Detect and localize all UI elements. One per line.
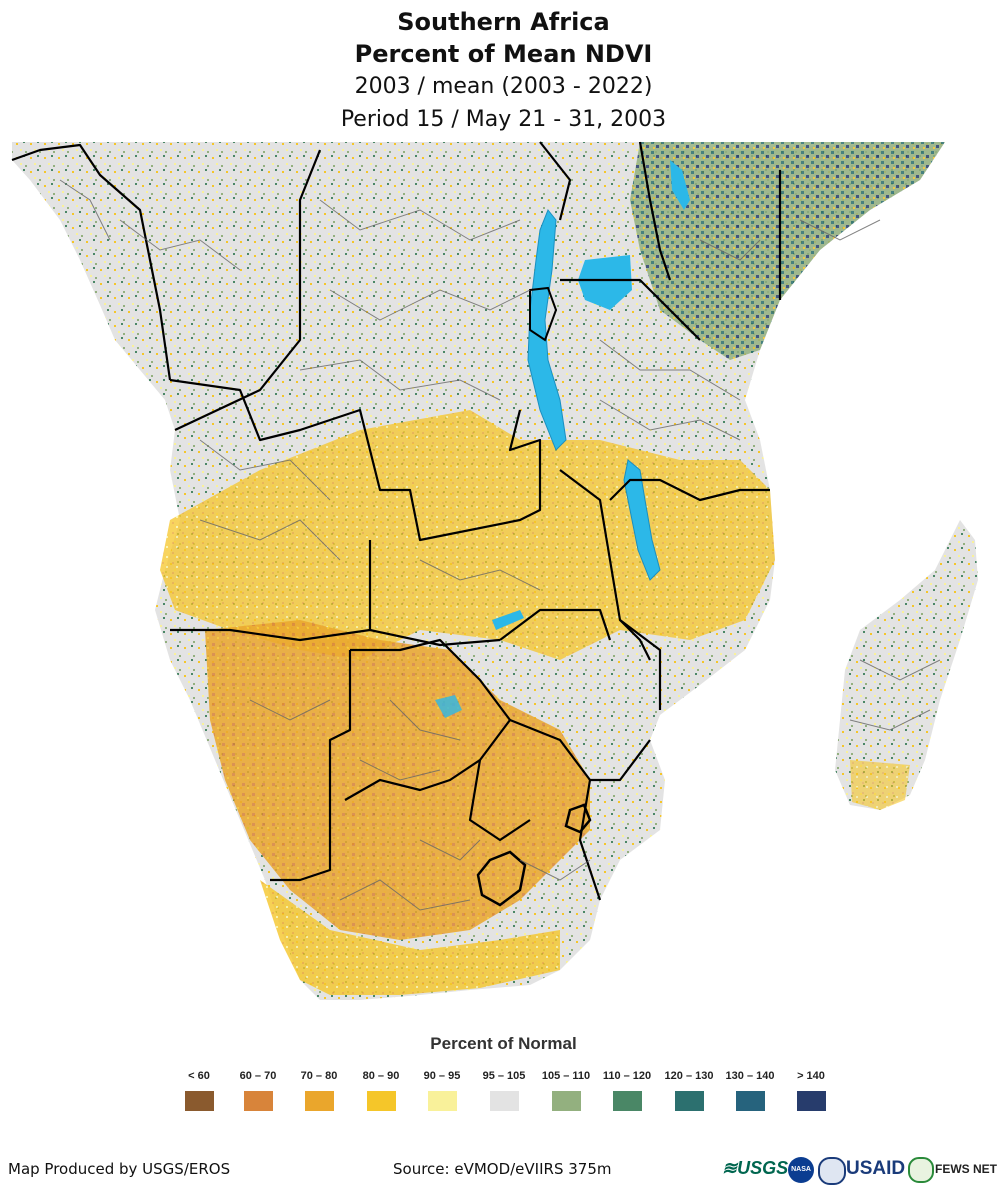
map-title: Southern Africa — [397, 8, 610, 36]
madagascar — [835, 520, 978, 810]
lesotho-border — [476, 850, 527, 907]
legend-label: 70 – 80 — [300, 1070, 338, 1082]
map-comparison-period: 2003 / mean (2003 - 2022) — [354, 74, 653, 99]
lake-kariba — [492, 610, 524, 630]
legend-swatch — [243, 1091, 273, 1111]
legend-label: 120 – 130 — [664, 1070, 714, 1082]
legend-label: < 60 — [188, 1070, 210, 1082]
east-africa-green-zone — [630, 142, 945, 360]
madagascar-south-dry — [850, 760, 910, 810]
legend-swatch — [366, 1091, 396, 1111]
legend-item: > 140 — [782, 1068, 840, 1111]
legend-label: 110 – 120 — [602, 1070, 652, 1082]
legend-title: Percent of Normal — [430, 1034, 577, 1053]
usaid-logo: USAID — [846, 1158, 905, 1180]
legend-item: 80 – 90 — [352, 1068, 410, 1111]
legend: < 60 60 – 70 70 – 80 80 – 90 90 – 95 95 … — [170, 1068, 840, 1118]
legend-item: 90 – 95 — [413, 1068, 471, 1111]
partner-logos: ≋USGS NASA USAID FEWS NET — [720, 1156, 1005, 1186]
legend-label: > 140 — [797, 1070, 825, 1082]
map-subtitle: Percent of Mean NDVI — [354, 40, 653, 68]
legend-item: 95 – 105 — [475, 1068, 533, 1111]
legend-swatch — [427, 1091, 457, 1111]
legend-swatch — [184, 1091, 214, 1111]
usgs-logo: ≋USGS — [722, 1158, 788, 1179]
legend-label: 130 – 140 — [725, 1070, 775, 1082]
legend-swatch — [551, 1091, 581, 1111]
legend-item: 120 – 130 — [660, 1068, 718, 1111]
lake-turkana — [670, 160, 690, 210]
country-borders — [11, 141, 782, 901]
legend-label: 90 – 95 — [423, 1070, 461, 1082]
nasa-logo: NASA — [788, 1157, 814, 1183]
fews-net-logo: FEWS NET — [935, 1162, 997, 1176]
legend-label: 95 – 105 — [482, 1070, 526, 1082]
legend-swatch — [735, 1091, 765, 1111]
legend-item: 70 – 80 — [290, 1068, 348, 1111]
usaid-logo-text: USAID — [846, 1158, 906, 1179]
legend-item: 130 – 140 — [721, 1068, 779, 1111]
legend-item: 105 – 110 — [537, 1068, 595, 1111]
lake-malawi — [623, 459, 661, 581]
ndvi-map — [11, 141, 978, 1000]
map-period: Period 15 / May 21 - 31, 2003 — [340, 107, 667, 132]
southern-cape-dry-zone — [260, 880, 560, 995]
legend-label: 80 – 90 — [362, 1070, 400, 1082]
legend-swatch — [674, 1091, 704, 1111]
burundi-rwanda-border — [529, 286, 558, 342]
legend-swatch — [304, 1091, 334, 1111]
map-title-block: Southern Africa Percent of Mean NDVI 200… — [0, 6, 1007, 136]
legend-label: 60 – 70 — [239, 1070, 277, 1082]
okavango-delta — [435, 695, 462, 718]
lake-tanganyika — [527, 209, 567, 451]
produced-by-credit: Map Produced by USGS/EROS — [8, 1160, 231, 1178]
data-source-credit: Source: eVMOD/eVIIRS 375m — [393, 1160, 612, 1178]
legend-swatch — [489, 1091, 519, 1111]
lake-victoria — [578, 255, 632, 310]
legend-swatch — [612, 1091, 642, 1111]
usgs-waves-icon: ≋ — [722, 1158, 738, 1178]
eswatini-border — [564, 803, 592, 834]
state-seal-icon — [818, 1157, 846, 1185]
nasa-logo-text: NASA — [791, 1166, 811, 1173]
legend-item: 60 – 70 — [229, 1068, 287, 1111]
usgs-logo-text: USGS — [737, 1158, 789, 1178]
legend-label: 105 – 110 — [541, 1070, 591, 1082]
legend-item: 110 – 120 — [598, 1068, 656, 1111]
fews-net-logo-text: FEWS NET — [935, 1162, 997, 1176]
legend-item: < 60 — [170, 1068, 228, 1111]
legend-swatch — [796, 1091, 826, 1111]
fews-globe-icon — [908, 1157, 934, 1183]
admin-borders — [59, 179, 941, 911]
central-dry-zone — [160, 410, 775, 660]
